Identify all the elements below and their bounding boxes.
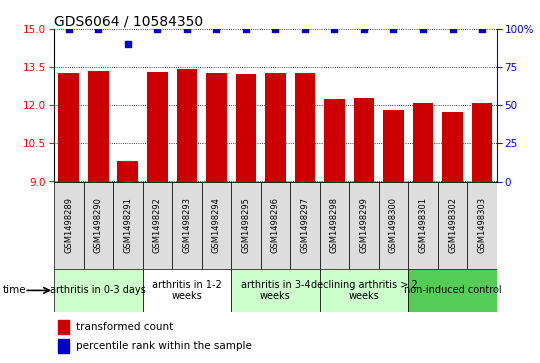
Bar [467, 182, 497, 269]
Text: percentile rank within the sample: percentile rank within the sample [76, 341, 252, 351]
Bar [58, 320, 70, 334]
Bar [172, 182, 201, 269]
Bar [408, 182, 438, 269]
Text: GSM1498295: GSM1498295 [241, 197, 251, 253]
Bar [143, 182, 172, 269]
Text: GSM1498298: GSM1498298 [330, 197, 339, 253]
Text: GSM1498292: GSM1498292 [153, 197, 162, 253]
Bar [472, 103, 492, 182]
Text: arthritis in 3-4
weeks: arthritis in 3-4 weeks [241, 280, 310, 301]
Point [241, 26, 250, 32]
Bar [379, 182, 408, 269]
Text: declining arthritis > 2
weeks: declining arthritis > 2 weeks [310, 280, 417, 301]
Text: transformed count: transformed count [76, 322, 173, 332]
Bar [113, 182, 143, 269]
Text: time: time [3, 285, 26, 295]
Bar [438, 182, 467, 269]
Point [330, 26, 339, 32]
Text: GSM1498296: GSM1498296 [271, 197, 280, 253]
Point [418, 26, 427, 32]
Point [360, 26, 368, 32]
Bar [235, 74, 256, 182]
Bar [177, 69, 197, 182]
Bar [295, 73, 315, 182]
Point [212, 26, 221, 32]
Bar [231, 269, 320, 312]
Text: GSM1498294: GSM1498294 [212, 197, 221, 253]
Text: arthritis in 0-3 days: arthritis in 0-3 days [50, 285, 146, 295]
Bar [349, 182, 379, 269]
Bar [354, 98, 374, 182]
Text: GSM1498302: GSM1498302 [448, 197, 457, 253]
Bar [324, 99, 345, 182]
Point [183, 26, 191, 32]
Text: GSM1498300: GSM1498300 [389, 197, 398, 253]
Text: GSM1498289: GSM1498289 [64, 197, 73, 253]
Bar [58, 73, 79, 182]
Bar [320, 182, 349, 269]
Bar [118, 161, 138, 182]
Text: GDS6064 / 10584350: GDS6064 / 10584350 [54, 15, 203, 29]
Bar [206, 73, 227, 182]
Point [389, 26, 398, 32]
Bar [54, 269, 143, 312]
Bar [265, 73, 286, 182]
Bar [84, 182, 113, 269]
Bar [143, 269, 231, 312]
Point [301, 26, 309, 32]
Bar [408, 269, 497, 312]
Bar [320, 269, 408, 312]
Bar [442, 113, 463, 182]
Text: GSM1498293: GSM1498293 [183, 197, 191, 253]
Point [271, 26, 280, 32]
Point [153, 26, 161, 32]
Text: GSM1498291: GSM1498291 [123, 197, 132, 253]
Text: GSM1498290: GSM1498290 [94, 197, 103, 253]
Bar [147, 72, 167, 182]
Text: non-induced control: non-induced control [404, 285, 501, 295]
Bar [383, 110, 404, 182]
Text: GSM1498301: GSM1498301 [418, 197, 428, 253]
Bar [58, 339, 70, 352]
Bar [54, 182, 84, 269]
Text: GSM1498299: GSM1498299 [360, 197, 368, 253]
Bar [290, 182, 320, 269]
Point [64, 26, 73, 32]
Bar [413, 103, 433, 182]
Text: GSM1498297: GSM1498297 [300, 197, 309, 253]
Text: arthritis in 1-2
weeks: arthritis in 1-2 weeks [152, 280, 222, 301]
Bar [201, 182, 231, 269]
Point [94, 26, 103, 32]
Point [448, 26, 457, 32]
Bar [261, 182, 290, 269]
Text: GSM1498303: GSM1498303 [477, 197, 487, 253]
Bar [88, 71, 109, 182]
Bar [231, 182, 261, 269]
Point [478, 26, 487, 32]
Point [124, 41, 132, 47]
